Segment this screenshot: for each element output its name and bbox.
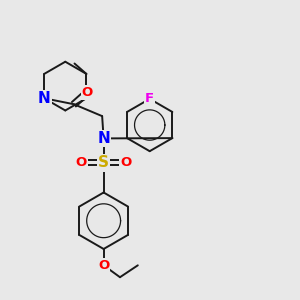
Text: O: O	[120, 156, 131, 169]
Text: O: O	[82, 86, 93, 99]
Text: O: O	[98, 259, 109, 272]
Text: O: O	[76, 156, 87, 169]
Text: N: N	[97, 131, 110, 146]
Text: S: S	[98, 155, 109, 170]
Text: F: F	[145, 92, 154, 105]
Text: N: N	[38, 91, 51, 106]
